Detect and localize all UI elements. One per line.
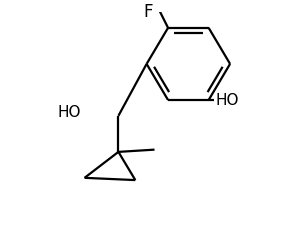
- Text: HO: HO: [215, 92, 239, 108]
- Text: F: F: [143, 3, 152, 21]
- Text: HO: HO: [58, 105, 81, 120]
